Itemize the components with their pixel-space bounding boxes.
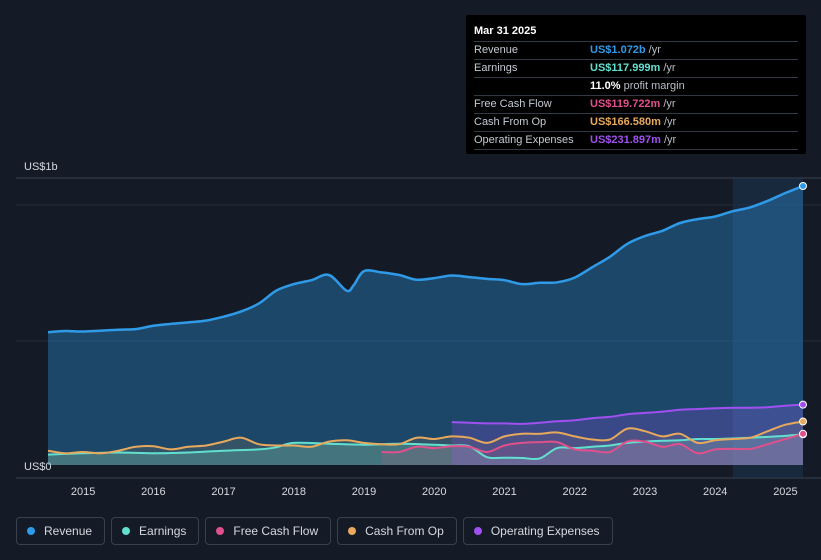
legend-dot-icon xyxy=(27,527,35,535)
legend-dot-icon xyxy=(216,527,225,535)
x-tick-label: 2016 xyxy=(141,486,165,498)
legend-label: Operating Expenses xyxy=(490,524,600,538)
x-tick-label: 2015 xyxy=(71,486,95,498)
legend-label: Free Cash Flow xyxy=(233,524,319,538)
tooltip-row-unit: /yr xyxy=(663,62,676,74)
legend-item-earnings[interactable]: Earnings xyxy=(111,517,200,545)
free-cash-flow-end-marker xyxy=(799,429,807,438)
revenue-area xyxy=(48,186,803,465)
tooltip-rows: Revenue US$1.072b/yr Earnings US$117.999m/y… xyxy=(474,42,798,150)
tooltip-row-value: US$231.897m xyxy=(590,134,661,146)
tooltip-row: Operating Expenses US$231.897m/yr xyxy=(474,132,798,150)
legend-item-free-cash-flow[interactable]: Free Cash Flow xyxy=(205,517,332,545)
tooltip-row-label: Cash From Op xyxy=(474,116,547,128)
tooltip-row-unit: /yr xyxy=(648,44,661,56)
legend-item-cash-from-op[interactable]: Cash From Op xyxy=(337,517,457,545)
legend-item-revenue[interactable]: Revenue xyxy=(16,517,106,545)
legend-label: Earnings xyxy=(139,524,187,538)
x-tick-label: 2022 xyxy=(563,486,587,498)
series-lines xyxy=(47,184,804,461)
tooltip-row-value: 11.0% xyxy=(590,80,621,92)
series-end-markers xyxy=(799,182,807,439)
data-tooltip: Mar 31 2025 Revenue US$1.072b/yr Earnings U… xyxy=(466,15,806,154)
legend-item-operating-expenses[interactable]: Operating Expenses xyxy=(462,517,613,545)
earnings-area xyxy=(48,434,803,465)
cash-from-op-line xyxy=(47,420,804,455)
x-tick-label: 2020 xyxy=(422,486,446,498)
x-tick-label: 2023 xyxy=(633,486,657,498)
tooltip-row-unit: /yr xyxy=(663,116,677,128)
grid-lines xyxy=(16,177,821,479)
tooltip-row-label xyxy=(474,78,590,95)
x-tick-label: 2018 xyxy=(282,486,306,498)
legend-dot-icon xyxy=(122,527,131,535)
operating-expenses-end-marker xyxy=(799,400,807,409)
chart-legend: Revenue Earnings Free Cash Flow Cash From O… xyxy=(16,517,613,545)
legend-dot-icon xyxy=(348,527,357,535)
tooltip-date: Mar 31 2025 xyxy=(474,23,798,42)
legend-dot-icon xyxy=(473,527,482,535)
revenue-line xyxy=(47,184,804,334)
tooltip-row: 11.0% profit margin xyxy=(474,78,798,96)
tooltip-row: Earnings US$117.999m/yr xyxy=(474,60,798,78)
tooltip-row-value: US$119.722m xyxy=(590,98,661,110)
operating-expenses-line xyxy=(451,403,804,425)
x-tick-label: 2021 xyxy=(492,486,516,498)
tooltip-row-unit: profit margin xyxy=(623,80,685,92)
tooltip-row-unit: /yr xyxy=(663,134,677,146)
series-areas xyxy=(48,186,803,465)
tooltip-row-label: Operating Expenses xyxy=(474,134,574,146)
x-tick-label: 2024 xyxy=(703,486,727,498)
x-tick-label: 2025 xyxy=(773,486,797,498)
tooltip-row-value: US$117.999m xyxy=(590,62,661,74)
tooltip-row: Free Cash Flow US$119.722m/yr xyxy=(474,96,798,114)
y-axis-top-label: US$1b xyxy=(24,161,58,173)
cash-from-op-end-marker xyxy=(799,417,807,426)
past-year-highlight xyxy=(732,178,803,478)
tooltip-row-value: US$1.072b xyxy=(590,44,646,56)
x-tick-label: 2017 xyxy=(211,486,235,498)
y-axis-bottom-label: US$0 xyxy=(24,461,52,473)
legend-label: Cash From Op xyxy=(365,524,444,538)
tooltip-row-label: Earnings xyxy=(474,62,518,74)
revenue-end-marker xyxy=(799,182,807,190)
free-cash-flow-line xyxy=(381,432,804,455)
tooltip-row-value: US$166.580m xyxy=(590,116,661,128)
cash-from-op-area xyxy=(48,421,803,465)
tooltip-row-label: Free Cash Flow xyxy=(474,98,552,110)
tooltip-row: Cash From Op US$166.580m/yr xyxy=(474,114,798,132)
legend-label: Revenue xyxy=(44,524,93,538)
earnings-line xyxy=(47,433,804,461)
tooltip-row: Revenue US$1.072b/yr xyxy=(474,42,798,60)
tooltip-row-unit: /yr xyxy=(663,98,676,110)
x-axis-ticks: 2015 2016 2017 2018 2019 2020 2021 2022 2023 2024… xyxy=(71,486,798,498)
tooltip-row-label: Revenue xyxy=(474,44,519,56)
x-tick-label: 2019 xyxy=(352,486,376,498)
